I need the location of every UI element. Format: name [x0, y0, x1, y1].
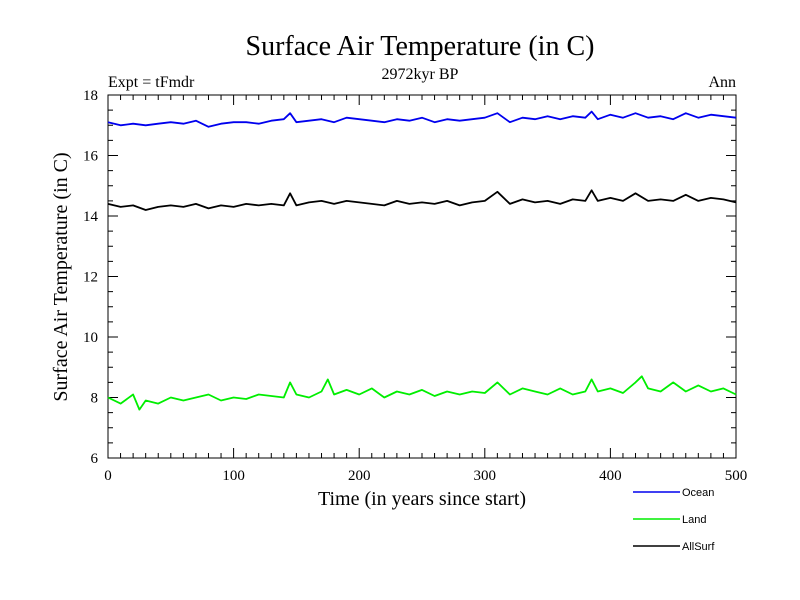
x-tick-label: 100 — [222, 468, 245, 484]
y-tick-label: 18 — [83, 88, 98, 104]
chart-title: Surface Air Temperature (in C) — [246, 31, 595, 62]
series-lines — [107, 110, 737, 411]
y-tick-label: 12 — [83, 270, 98, 286]
series-line-allsurf — [107, 189, 737, 211]
y-axis-label: Surface Air Temperature (in C) — [50, 152, 72, 401]
y-tick-label: 16 — [83, 149, 99, 165]
series-line-ocean — [107, 110, 737, 128]
x-tick-label: 200 — [348, 468, 371, 484]
experiment-label: Expt = tFmdr — [108, 74, 195, 91]
y-tick-label: 8 — [91, 391, 99, 407]
series-line-land — [107, 375, 737, 411]
x-axis-label: Time (in years since start) — [318, 488, 526, 510]
x-tick-labels: 0 100 200 300 400 500 — [104, 468, 747, 484]
tick-marks — [107, 94, 737, 459]
x-tick-label: 500 — [725, 468, 748, 484]
legend-label-land: Land — [682, 514, 706, 526]
x-tick-label: 0 — [104, 468, 112, 484]
plot-frame — [107, 94, 737, 459]
y-tick-label: 10 — [83, 330, 98, 346]
y-tick-label: 14 — [83, 209, 99, 225]
legend-label-ocean: Ocean — [682, 487, 714, 499]
legend: Ocean Land AllSurf — [633, 487, 715, 553]
y-tick-labels: 6 8 10 12 14 16 18 — [83, 88, 99, 467]
chart-subtitle: 2972kyr BP — [382, 66, 459, 83]
x-tick-label: 300 — [474, 468, 497, 484]
legend-label-allsurf: AllSurf — [682, 541, 715, 553]
axis-ticks — [107, 94, 737, 459]
season-label: Ann — [708, 74, 736, 91]
x-tick-label: 400 — [599, 468, 622, 484]
y-tick-label: 6 — [91, 451, 99, 467]
